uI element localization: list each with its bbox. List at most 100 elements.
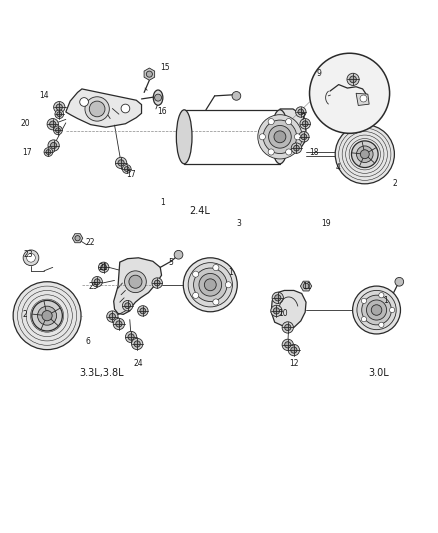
Circle shape	[258, 115, 302, 159]
Text: 14: 14	[39, 91, 49, 100]
Circle shape	[32, 301, 62, 331]
Circle shape	[53, 126, 62, 135]
Circle shape	[271, 305, 282, 317]
Polygon shape	[280, 109, 306, 154]
Circle shape	[213, 264, 219, 271]
Circle shape	[347, 73, 359, 85]
Circle shape	[128, 334, 134, 340]
Circle shape	[99, 262, 109, 272]
Circle shape	[44, 148, 53, 156]
Circle shape	[360, 95, 367, 102]
Circle shape	[296, 107, 306, 117]
Polygon shape	[300, 281, 312, 291]
Circle shape	[75, 236, 80, 241]
Circle shape	[310, 53, 390, 133]
Circle shape	[174, 251, 183, 259]
Circle shape	[335, 125, 394, 184]
Text: 9: 9	[317, 69, 321, 78]
Circle shape	[46, 150, 51, 155]
Circle shape	[286, 149, 292, 155]
Text: 17: 17	[126, 169, 136, 179]
Circle shape	[282, 339, 293, 351]
Ellipse shape	[271, 110, 289, 164]
Circle shape	[47, 118, 58, 130]
Circle shape	[13, 282, 81, 350]
Circle shape	[27, 254, 35, 262]
Circle shape	[188, 263, 233, 307]
Circle shape	[353, 286, 400, 334]
Circle shape	[213, 299, 219, 305]
Circle shape	[199, 273, 222, 296]
Text: 24: 24	[134, 359, 143, 368]
Circle shape	[50, 142, 57, 149]
Circle shape	[273, 308, 279, 314]
Circle shape	[125, 332, 137, 343]
Circle shape	[259, 134, 265, 140]
Circle shape	[282, 322, 293, 333]
Circle shape	[152, 278, 162, 288]
Circle shape	[140, 308, 146, 314]
Circle shape	[101, 264, 106, 270]
Circle shape	[367, 300, 387, 320]
Circle shape	[125, 303, 131, 309]
Circle shape	[275, 295, 281, 301]
Circle shape	[351, 141, 378, 167]
Polygon shape	[144, 68, 155, 80]
Circle shape	[49, 121, 56, 127]
Circle shape	[361, 317, 367, 322]
Circle shape	[389, 308, 395, 313]
Circle shape	[379, 293, 384, 298]
Circle shape	[298, 109, 304, 115]
Circle shape	[302, 121, 308, 127]
Text: 1: 1	[383, 296, 388, 305]
Circle shape	[80, 98, 88, 107]
Ellipse shape	[177, 110, 192, 164]
Circle shape	[268, 118, 274, 125]
Text: 1: 1	[160, 198, 165, 207]
Text: 23: 23	[24, 251, 33, 259]
Circle shape	[288, 344, 300, 356]
Circle shape	[129, 275, 142, 288]
Circle shape	[146, 71, 152, 77]
Circle shape	[299, 132, 309, 142]
Text: 16: 16	[158, 108, 167, 117]
Circle shape	[134, 341, 140, 347]
Circle shape	[109, 313, 116, 320]
Circle shape	[55, 110, 64, 118]
Circle shape	[154, 280, 160, 286]
Polygon shape	[66, 89, 141, 127]
Ellipse shape	[153, 90, 163, 105]
Text: 17: 17	[22, 148, 32, 157]
Text: 20: 20	[21, 119, 30, 128]
Circle shape	[291, 143, 302, 154]
Text: 22: 22	[86, 238, 95, 247]
Text: 3.0L: 3.0L	[369, 368, 389, 378]
Circle shape	[361, 298, 367, 303]
Polygon shape	[72, 233, 83, 243]
Circle shape	[57, 112, 62, 117]
Circle shape	[53, 102, 65, 113]
Text: 10: 10	[278, 309, 288, 318]
Circle shape	[116, 157, 127, 168]
Circle shape	[286, 118, 292, 125]
Circle shape	[291, 347, 297, 353]
Circle shape	[285, 342, 291, 348]
Circle shape	[56, 128, 60, 133]
Text: 18: 18	[309, 148, 318, 157]
Circle shape	[395, 277, 404, 286]
Circle shape	[268, 125, 291, 148]
Text: 3: 3	[236, 220, 241, 228]
Circle shape	[350, 76, 357, 83]
Text: 11: 11	[303, 281, 312, 290]
Circle shape	[118, 160, 124, 166]
Circle shape	[94, 279, 100, 285]
Circle shape	[124, 167, 129, 172]
Text: 2: 2	[393, 179, 398, 188]
Circle shape	[85, 97, 110, 121]
Circle shape	[89, 101, 105, 117]
Circle shape	[38, 306, 57, 325]
Text: 3.3L,3.8L: 3.3L,3.8L	[79, 368, 124, 378]
Text: 19: 19	[321, 220, 330, 228]
Circle shape	[357, 146, 373, 163]
Circle shape	[362, 295, 392, 325]
